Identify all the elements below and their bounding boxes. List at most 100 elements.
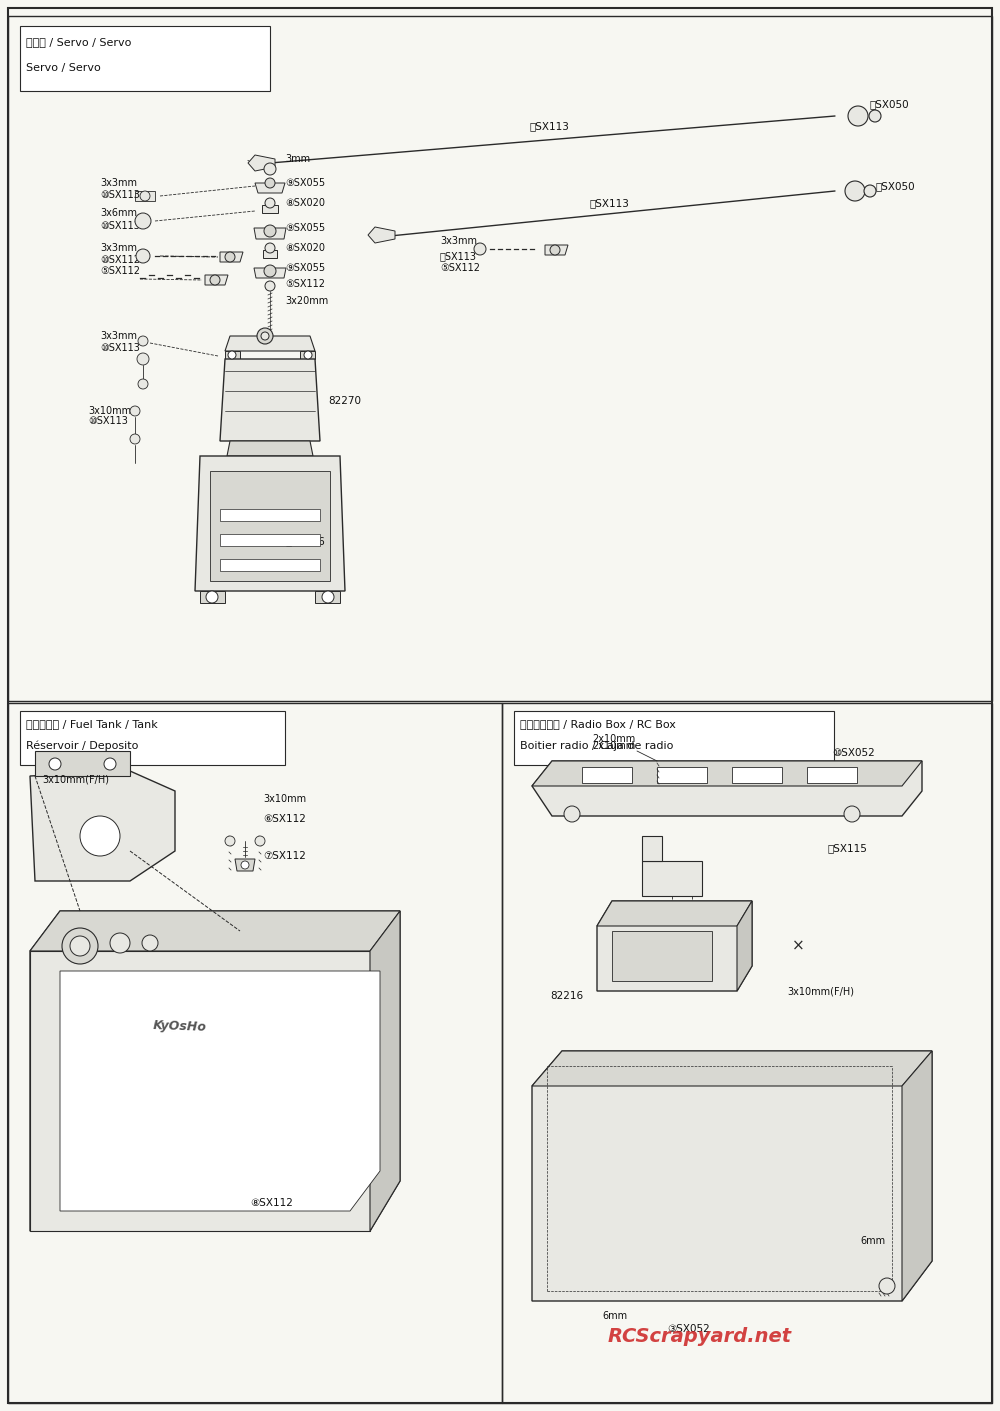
Circle shape <box>110 933 130 952</box>
Text: 6mm: 6mm <box>860 1236 885 1246</box>
Text: 3x10mm: 3x10mm <box>88 406 131 416</box>
Bar <box>20 25 270 90</box>
Circle shape <box>550 246 560 255</box>
Bar <box>220 509 320 521</box>
Polygon shape <box>597 902 752 926</box>
Text: ⑨SX055: ⑨SX055 <box>285 178 325 188</box>
Text: 82270: 82270 <box>328 396 361 406</box>
Polygon shape <box>902 1051 932 1301</box>
Circle shape <box>70 935 90 957</box>
Bar <box>20 711 285 765</box>
Text: ⑤SX112: ⑤SX112 <box>440 262 480 272</box>
Text: ⑨SX055: ⑨SX055 <box>285 223 325 233</box>
Bar <box>220 559 320 571</box>
Text: ⑧SX020: ⑧SX020 <box>285 243 325 253</box>
Text: ⑩SX052: ⑩SX052 <box>832 748 875 758</box>
Text: サーボ / Servo / Servo: サーボ / Servo / Servo <box>26 37 131 47</box>
Circle shape <box>225 253 235 262</box>
Text: 3mm: 3mm <box>285 154 310 164</box>
Circle shape <box>206 591 218 602</box>
Circle shape <box>255 835 265 847</box>
Circle shape <box>564 806 580 823</box>
Bar <box>210 471 330 581</box>
Circle shape <box>49 758 61 770</box>
Text: ⓽SX050: ⓽SX050 <box>875 181 915 190</box>
Bar <box>263 250 277 258</box>
Circle shape <box>138 336 148 346</box>
Circle shape <box>137 353 149 365</box>
Text: ⑱SX056: ⑱SX056 <box>285 536 325 546</box>
Circle shape <box>845 181 865 200</box>
Circle shape <box>304 351 312 358</box>
Polygon shape <box>642 835 662 861</box>
Polygon shape <box>225 351 240 358</box>
Polygon shape <box>220 358 320 442</box>
Polygon shape <box>135 190 155 200</box>
Circle shape <box>130 406 140 416</box>
Text: 82216: 82216 <box>550 991 583 1000</box>
Circle shape <box>136 248 150 262</box>
Circle shape <box>264 265 276 277</box>
Circle shape <box>80 816 120 856</box>
Polygon shape <box>225 336 315 351</box>
Polygon shape <box>35 751 130 776</box>
Polygon shape <box>368 227 395 243</box>
Text: 3x10mm(F/H): 3x10mm(F/H) <box>42 775 109 785</box>
Bar <box>262 205 278 213</box>
Circle shape <box>265 198 275 207</box>
Polygon shape <box>315 591 340 602</box>
Text: 3x10mm: 3x10mm <box>263 794 306 804</box>
Bar <box>612 931 712 981</box>
Text: ×: × <box>792 938 805 954</box>
Circle shape <box>130 435 140 444</box>
Text: 3x3mm: 3x3mm <box>440 236 477 246</box>
Text: ⑧SX112: ⑧SX112 <box>250 1198 293 1208</box>
Text: ⑧SX020: ⑧SX020 <box>285 198 325 207</box>
Text: 燃料タンク / Fuel Tank / Tank: 燃料タンク / Fuel Tank / Tank <box>26 720 158 729</box>
Polygon shape <box>254 229 286 238</box>
Polygon shape <box>532 1051 932 1086</box>
Text: ⑩SX113: ⑩SX113 <box>100 222 140 231</box>
Circle shape <box>869 110 881 121</box>
Text: Réservoir / Deposito: Réservoir / Deposito <box>26 741 138 751</box>
Text: 3x10mm(F/H): 3x10mm(F/H) <box>787 986 854 996</box>
Polygon shape <box>30 912 400 951</box>
Text: ⑤SX112: ⑤SX112 <box>100 267 140 277</box>
Polygon shape <box>300 351 315 358</box>
Circle shape <box>257 327 273 344</box>
Text: KyOsHo: KyOsHo <box>153 1019 207 1034</box>
Circle shape <box>225 835 235 847</box>
Bar <box>8 16 992 701</box>
Polygon shape <box>30 951 370 1230</box>
Polygon shape <box>642 861 702 896</box>
Text: ⑩SX113: ⑩SX113 <box>88 416 128 426</box>
Circle shape <box>879 1278 895 1294</box>
Text: ⑩SX113: ⑩SX113 <box>100 190 140 200</box>
Polygon shape <box>200 591 225 602</box>
Polygon shape <box>807 768 857 783</box>
Text: 3x3mm: 3x3mm <box>100 332 137 341</box>
Circle shape <box>474 243 486 255</box>
Circle shape <box>241 861 249 869</box>
Text: 3x20mm: 3x20mm <box>285 296 328 306</box>
Polygon shape <box>30 770 175 880</box>
Text: ⑨SX055: ⑨SX055 <box>285 262 325 272</box>
Bar <box>8 703 502 1403</box>
Circle shape <box>322 591 334 602</box>
Polygon shape <box>582 768 632 783</box>
Text: 3x6mm: 3x6mm <box>100 207 137 219</box>
Polygon shape <box>195 456 345 591</box>
Text: Servo / Servo: Servo / Servo <box>26 62 101 72</box>
Polygon shape <box>248 155 275 171</box>
Polygon shape <box>532 761 922 816</box>
Text: ⓼SX050: ⓼SX050 <box>870 99 910 109</box>
Polygon shape <box>532 1051 932 1301</box>
Text: ⓾SX113: ⓾SX113 <box>590 198 630 207</box>
Text: 6mm: 6mm <box>602 1311 627 1321</box>
Text: ⑩SX112: ⑩SX112 <box>100 255 140 265</box>
Text: メカボックス / Radio Box / RC Box: メカボックス / Radio Box / RC Box <box>520 720 676 729</box>
Circle shape <box>135 213 151 229</box>
Text: ③SX052: ③SX052 <box>667 1324 710 1333</box>
Polygon shape <box>370 912 400 1230</box>
Circle shape <box>104 758 116 770</box>
